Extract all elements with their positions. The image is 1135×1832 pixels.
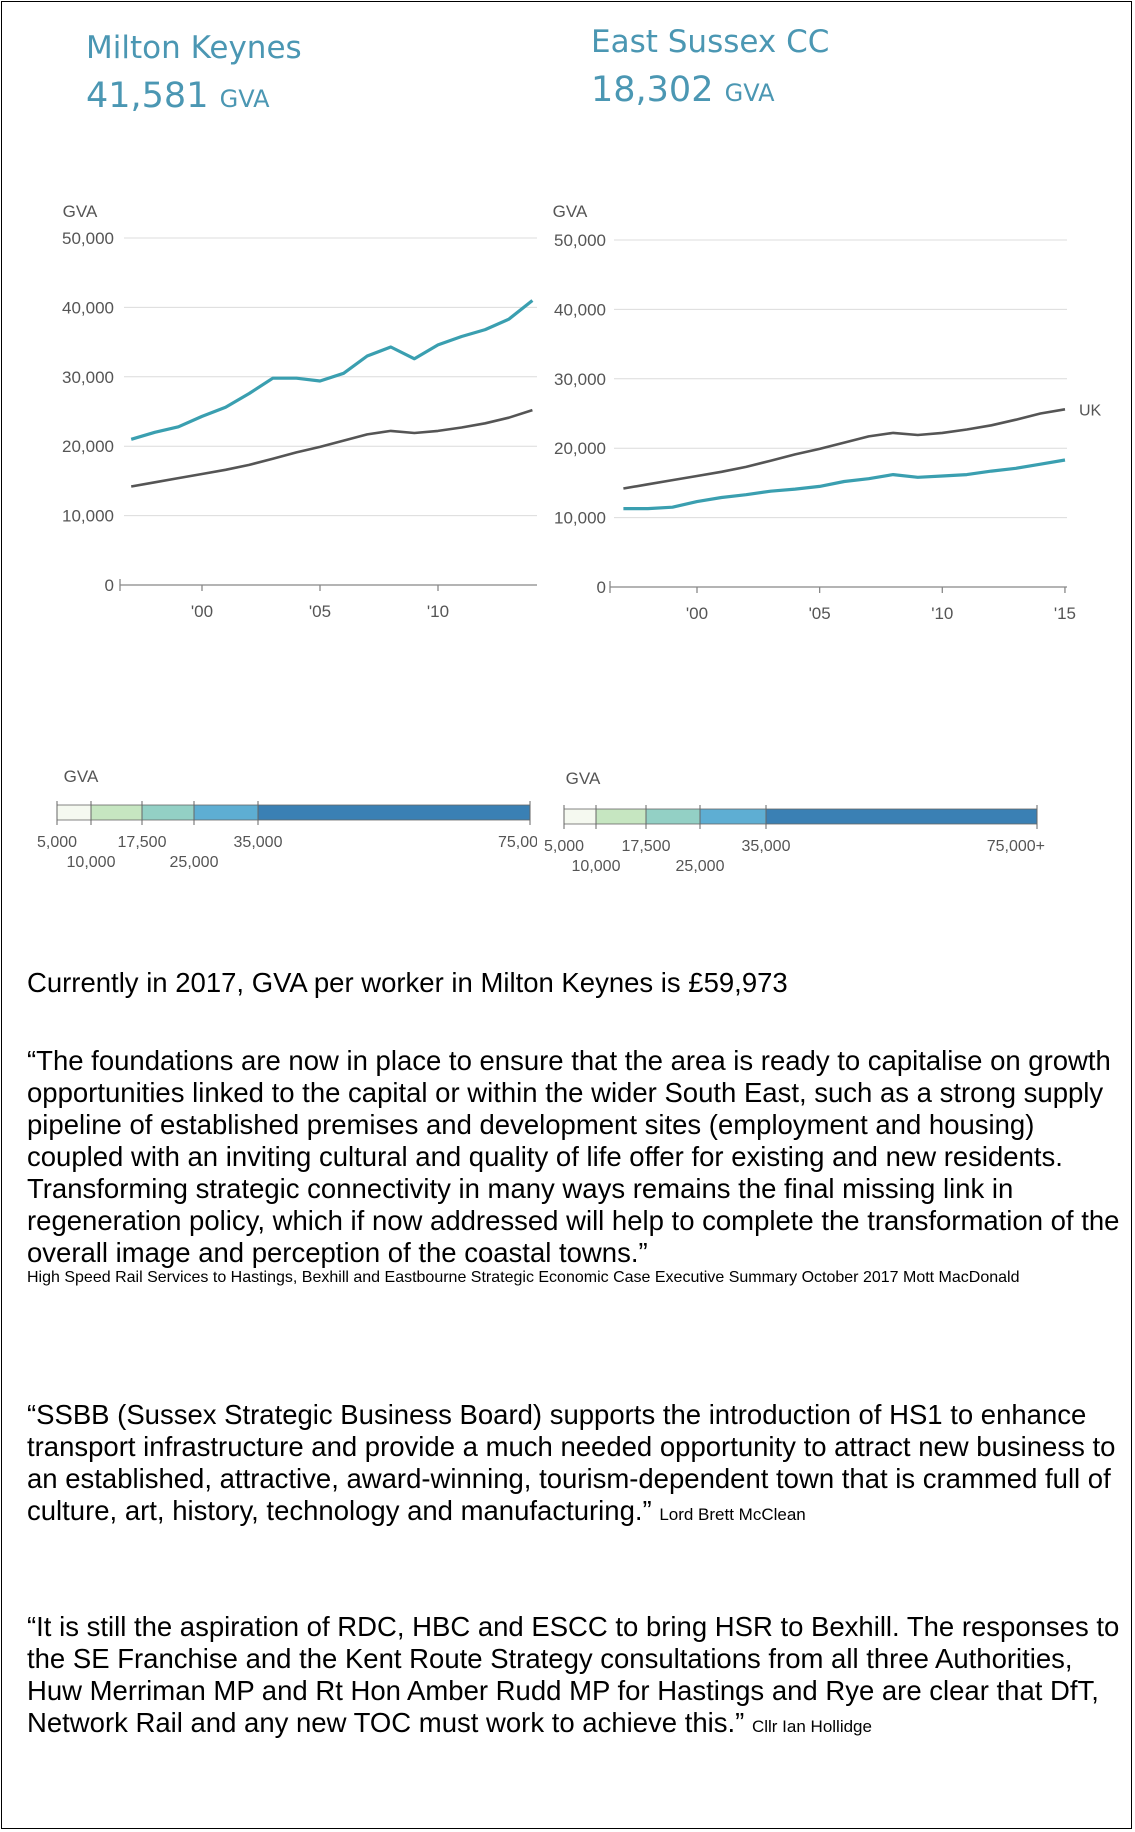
quote-source: High Speed Rail Services to Hastings, Be… [27, 1269, 1020, 1286]
legend-swatch [90, 804, 143, 821]
y-tick-label: 20,000 [554, 439, 606, 458]
quote-text: “SSBB (Sussex Strategic Business Board) … [27, 1399, 1116, 1526]
y-tick-label: 30,000 [62, 368, 114, 387]
legend-label: 75,00 [498, 834, 537, 851]
y-tick-label: 20,000 [62, 437, 114, 456]
series-line [130, 408, 533, 488]
legend-label: 5,000 [37, 834, 77, 851]
gva-unit: GVA [219, 85, 270, 113]
legend-title: GVA [566, 769, 601, 788]
y-tick-label: 10,000 [554, 509, 606, 528]
quote-text: “The foundations are now in place to ens… [27, 1045, 1120, 1268]
legend-swatch [141, 804, 195, 821]
quote-ssbb: “SSBB (Sussex Strategic Business Board) … [27, 1399, 1127, 1531]
area-name: East Sussex CC [591, 24, 830, 60]
legend-swatch [699, 808, 767, 825]
legend-swatch [257, 804, 531, 821]
legend-label: 25,000 [676, 858, 725, 875]
legend-label: 35,000 [742, 838, 791, 855]
legend-swatch [56, 804, 92, 821]
gva-unit: GVA [724, 79, 775, 107]
color-scale-legend-milton-keynes: GVA 5,000 17,500 35,000 75,00 10,000 25,000 [37, 767, 537, 871]
x-tick-label: '00 [191, 602, 213, 621]
y-axis-title: GVA [63, 202, 98, 221]
legend-swatch [645, 808, 701, 825]
gva-value-display: 41,581 GVA [86, 76, 302, 116]
y-tick-label: 0 [105, 576, 114, 595]
legend-label: 5,000 [544, 838, 584, 855]
gva-value: 41,581 [86, 76, 209, 116]
quote-text: “It is still the aspiration of RDC, HBC … [27, 1611, 1120, 1738]
color-scale-legend-east-sussex: GVA 5,000 17,500 35,000 75,000+ 10,000 25,000 [544, 769, 1045, 875]
series-line [130, 299, 534, 441]
x-tick-label: '10 [427, 602, 449, 621]
legend-label: 17,500 [622, 838, 671, 855]
legend-swatch [563, 808, 597, 825]
legend-title: GVA [64, 767, 99, 786]
line-chart-east-sussex: GVA 0 10,000 20,000 30,000 40,000 50,000 '00 '05… [553, 202, 1102, 623]
legend-label: 75,000+ [987, 838, 1045, 855]
legend-swatch [595, 808, 647, 825]
y-tick-label: 40,000 [554, 300, 606, 319]
quote-source: Lord Brett McClean [659, 1505, 806, 1524]
y-tick-label: 30,000 [554, 370, 606, 389]
legend-label: 25,000 [170, 854, 219, 871]
legend-label: 10,000 [67, 854, 116, 871]
gva-per-worker-statement: Currently in 2017, GVA per worker in Mil… [27, 967, 788, 998]
series-label: UK [1079, 402, 1102, 419]
gva-value: 18,302 [591, 70, 714, 110]
quote-source: Cllr Ian Hollidge [751, 1717, 872, 1736]
legend-label: 17,500 [118, 834, 167, 851]
x-tick-label: '10 [931, 604, 953, 623]
area-name: Milton Keynes [86, 30, 302, 66]
legend-label: 10,000 [572, 858, 621, 875]
gva-value-display: 18,302 GVA [591, 70, 829, 110]
y-axis-title: GVA [553, 202, 588, 221]
legend-label: 35,000 [234, 834, 283, 851]
quote-mott-macdonald: “The foundations are now in place to ens… [27, 1045, 1127, 1286]
line-chart-milton-keynes: GVA 0 10,000 20,000 30,000 40,000 50,000 '00 '05… [62, 202, 537, 621]
y-tick-label: 50,000 [554, 231, 606, 250]
y-tick-label: 0 [597, 578, 606, 597]
y-tick-label: 50,000 [62, 229, 114, 248]
legend-swatch [193, 804, 259, 821]
x-tick-label: '00 [686, 604, 708, 623]
series-line [623, 458, 1066, 511]
x-tick-label: '05 [809, 604, 831, 623]
y-tick-label: 10,000 [62, 507, 114, 526]
panel-header-milton-keynes: Milton Keynes 41,581 GVA [86, 30, 302, 116]
x-tick-label: '05 [309, 602, 331, 621]
panel-header-east-sussex: East Sussex CC 18,302 GVA [591, 24, 829, 110]
x-tick-label: '15 [1054, 604, 1076, 623]
legend-swatch [765, 808, 1038, 825]
series-line [623, 408, 1066, 490]
y-tick-label: 40,000 [62, 298, 114, 317]
quote-rdc-hbc-escc: “It is still the aspiration of RDC, HBC … [27, 1611, 1127, 1743]
